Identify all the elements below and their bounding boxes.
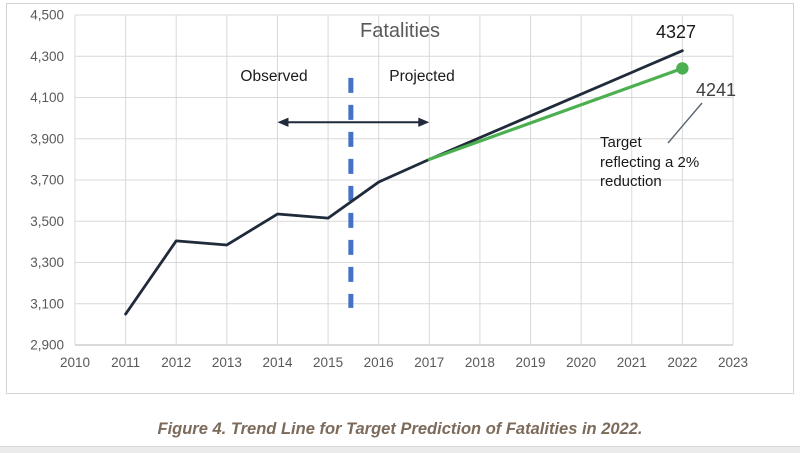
figure-caption: Figure 4. Trend Line for Target Predicti… [157,420,643,438]
svg-text:2022: 2022 [667,355,697,370]
target-note-text: Target reflecting a 2% reduction [600,134,700,190]
bottom-window-strip [0,446,800,453]
target-label-leader-line [667,102,703,144]
data-series [124,49,689,316]
svg-text:3,100: 3,100 [30,296,64,311]
svg-text:2016: 2016 [364,355,394,370]
chart-title: Fatalities [359,20,441,42]
target-endpoint-value-label: 4241 [695,80,737,100]
svg-text:2023: 2023 [718,355,748,370]
trend-endpoint-value-label: 4327 [655,22,697,42]
svg-text:2013: 2013 [212,355,242,370]
gridlines [74,14,734,346]
observed-region-label: Observed [240,68,308,85]
svg-text:4,300: 4,300 [30,49,64,64]
svg-text:2020: 2020 [566,355,596,370]
chart-container [6,3,794,394]
svg-text:3,900: 3,900 [30,131,64,146]
svg-text:2021: 2021 [617,355,647,370]
annotation-shapes [277,77,430,308]
svg-text:2012: 2012 [161,355,191,370]
svg-text:2014: 2014 [262,355,293,370]
svg-text:4,100: 4,100 [30,90,64,105]
svg-text:4,500: 4,500 [30,8,64,23]
projected-region-label: Projected [389,68,455,85]
svg-text:2017: 2017 [414,355,444,370]
axis-tick-labels: 2,900 3,100 3,300 3,500 3,700 3,900 4,100 4,300… [30,8,748,371]
svg-text:2010: 2010 [60,355,90,370]
svg-text:2019: 2019 [516,355,546,370]
svg-text:2011: 2011 [111,355,140,370]
svg-text:3,500: 3,500 [30,214,64,229]
svg-text:2,900: 2,900 [30,338,64,353]
svg-text:2015: 2015 [313,355,343,370]
svg-text:3,300: 3,300 [30,255,64,270]
svg-text:2018: 2018 [465,355,495,370]
svg-text:3,700: 3,700 [30,173,64,188]
